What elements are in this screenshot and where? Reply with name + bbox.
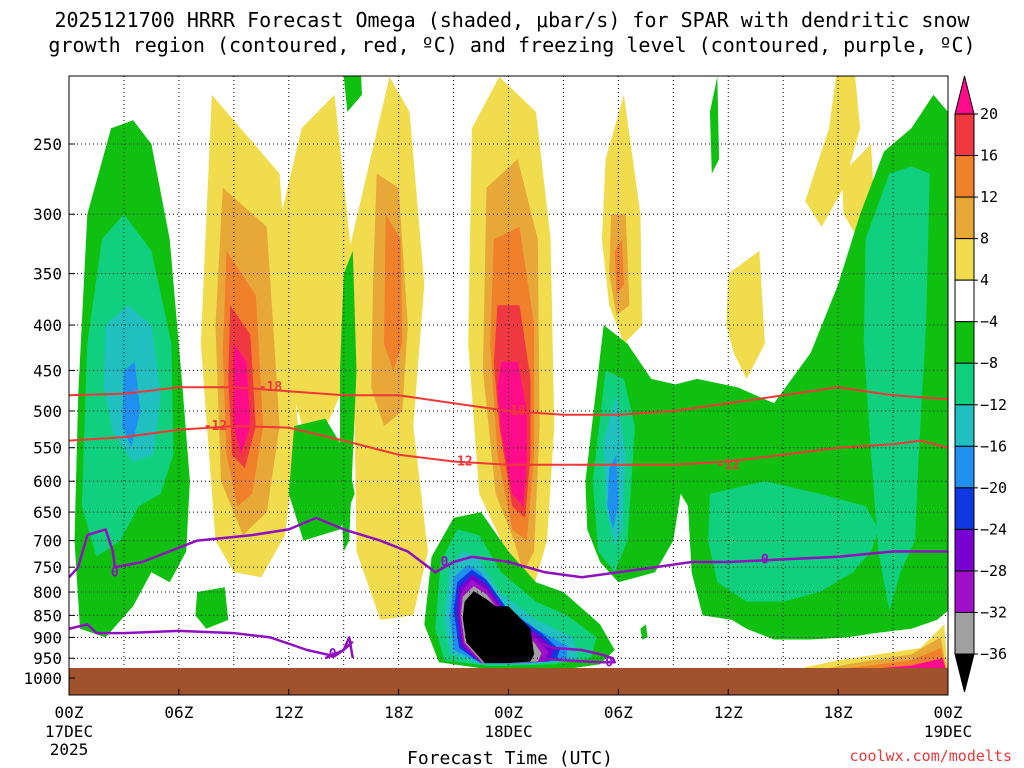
colorbar-swatch-5	[954, 321, 975, 364]
freezing-contour-label-3-0: 0	[605, 655, 613, 670]
colorbar-label-9: −20	[980, 479, 1007, 497]
freezing-contour-label-0-1: 0	[440, 555, 448, 570]
y-tick-label-14: 950	[33, 649, 62, 668]
x-tick-label-1: 06Z	[164, 703, 193, 722]
y-tick-label-1: 300	[33, 205, 62, 224]
omega-region-pos4-6	[805, 76, 861, 227]
freezing-contour-label-0-2: 0	[761, 552, 769, 567]
freezing-contour-3	[535, 640, 616, 664]
dgz-contour-label-1-0: -12	[204, 419, 227, 434]
freezing-contour-0	[69, 516, 948, 579]
colorbar-bottom-arrow	[954, 653, 975, 693]
colorbar-swatch-10	[954, 528, 975, 572]
x-tick-label-2: 12Z	[274, 703, 303, 722]
colorbar-swatch-4	[954, 279, 975, 323]
freezing-contour-label-2-0: 0	[329, 647, 337, 662]
colorbar-label-5: −4	[980, 313, 998, 331]
x-date-label-1-0: 18DEC	[484, 722, 532, 741]
dgz-contour-label-1-1: -12	[449, 454, 472, 469]
y-tick-label-4: 450	[33, 361, 62, 380]
colorbar-label-2: 12	[980, 188, 998, 206]
omega-region-neg4-33	[195, 587, 229, 629]
dgz-contour-label-1-2: -12	[717, 458, 740, 473]
colorbar-swatch-0	[954, 113, 975, 157]
colorbar-label-10: −24	[980, 520, 1007, 538]
freezing-contour-label-0-0: 0	[111, 565, 119, 580]
chart-title-line-2: growth region (contoured, red, ºC) and f…	[48, 33, 975, 57]
omega-region-neg4-26	[288, 418, 355, 541]
dgz-contour-1	[69, 425, 948, 466]
colorbar-label-7: −12	[980, 396, 1007, 414]
y-tick-label-12: 850	[33, 606, 62, 625]
x-axis: 00Z 06Z 12Z 18Z 00Z 06Z 12Z 18Z 00Z17DEC202518DE…	[45, 689, 972, 759]
x-tick-label-4: 00Z	[494, 703, 523, 722]
colorbar-swatch-9	[954, 487, 975, 530]
dgz-contour-label-0-1: -18	[502, 404, 526, 419]
contours: -18 -18 -12 -12 -12 0 0 0 0 0	[69, 380, 948, 670]
x-date-label-2-0: 19DEC	[924, 722, 972, 741]
colorbar-label-3: 8	[980, 230, 989, 248]
omega-region-neg8-38	[708, 481, 879, 602]
y-tick-label-11: 800	[33, 583, 62, 602]
x-date-label-0-0: 17DEC	[45, 722, 93, 741]
omega-region-neg4-28	[343, 76, 362, 112]
y-tick-label-0: 250	[33, 135, 62, 154]
y-tick-label-15: 1000	[23, 669, 62, 688]
dgz-contour-label-0-0: -18	[259, 380, 283, 395]
colorbar-swatch-2	[954, 196, 975, 240]
colorbar: 20 16 12 8 4 −4 −8 −12 −16 −20 −24 −28 −32 −36	[954, 75, 1007, 693]
omega-region-neg8-39	[863, 166, 930, 611]
omega-region-pos12-15	[614, 239, 624, 295]
omega-region-neg4-32	[709, 76, 720, 174]
omega-region-neg16-44	[607, 454, 619, 530]
colorbar-top-arrow	[954, 75, 975, 115]
colorbar-swatch-3	[954, 238, 975, 281]
y-tick-label-2: 350	[33, 265, 62, 284]
y-tick-label-7: 600	[33, 472, 62, 491]
colorbar-label-6: −8	[980, 354, 998, 372]
omega-shading	[74, 76, 948, 677]
colorbar-swatch-6	[954, 362, 975, 406]
omega-region-neg16-43	[122, 361, 141, 448]
omega-region-pos20-19	[497, 361, 527, 507]
colorbar-swatch-8	[954, 445, 975, 489]
y-tick-label-9: 700	[33, 532, 62, 551]
x-axis-label: Forecast Time (UTC)	[407, 748, 613, 768]
colorbar-swatch-7	[954, 404, 975, 447]
credit-text: coolwx.com/modelts	[849, 747, 1012, 765]
y-tick-label-3: 400	[33, 316, 62, 335]
x-tick-label-8: 00Z	[934, 703, 963, 722]
x-tick-label-0: 00Z	[55, 703, 84, 722]
colorbar-swatch-1	[954, 155, 975, 198]
colorbar-label-8: −16	[980, 437, 1007, 455]
x-tick-label-5: 06Z	[604, 703, 633, 722]
y-tick-label-5: 500	[33, 402, 62, 421]
x-tick-label-7: 18Z	[824, 703, 853, 722]
omega-region-pos4-1	[281, 94, 351, 462]
colorbar-label-13: −36	[980, 645, 1007, 663]
chart-title-line-1: 2025121700 HRRR Forecast Omega (shaded, …	[54, 8, 970, 32]
freezing-contour-2	[324, 640, 354, 660]
y-tick-label-10: 750	[33, 558, 62, 577]
x-tick-label-3: 18Z	[384, 703, 413, 722]
omega-region-neg36-50	[462, 591, 535, 664]
colorbar-label-0: 20	[980, 105, 998, 123]
y-tick-label-13: 900	[33, 628, 62, 647]
omega-region-pos12-13	[384, 214, 403, 371]
colorbar-label-1: 16	[980, 147, 998, 165]
colorbar-label-4: 4	[980, 271, 989, 289]
colorbar-label-12: −32	[980, 603, 1007, 621]
x-date-label-0-1: 2025	[50, 740, 89, 759]
colorbar-swatch-12	[954, 611, 975, 655]
y-axis: 250 300 350 400 450 500 550 600 650 700 750 800 850 9…	[23, 135, 75, 688]
omega-region-neg4-34	[640, 624, 648, 640]
colorbar-label-11: −28	[980, 562, 1007, 580]
y-tick-label-8: 650	[33, 503, 62, 522]
y-tick-label-6: 550	[33, 439, 62, 458]
omega-region-pos4-5	[726, 250, 765, 379]
x-tick-label-6: 12Z	[714, 703, 743, 722]
colorbar-swatch-11	[954, 570, 975, 613]
dgz-contour-0	[69, 386, 948, 416]
